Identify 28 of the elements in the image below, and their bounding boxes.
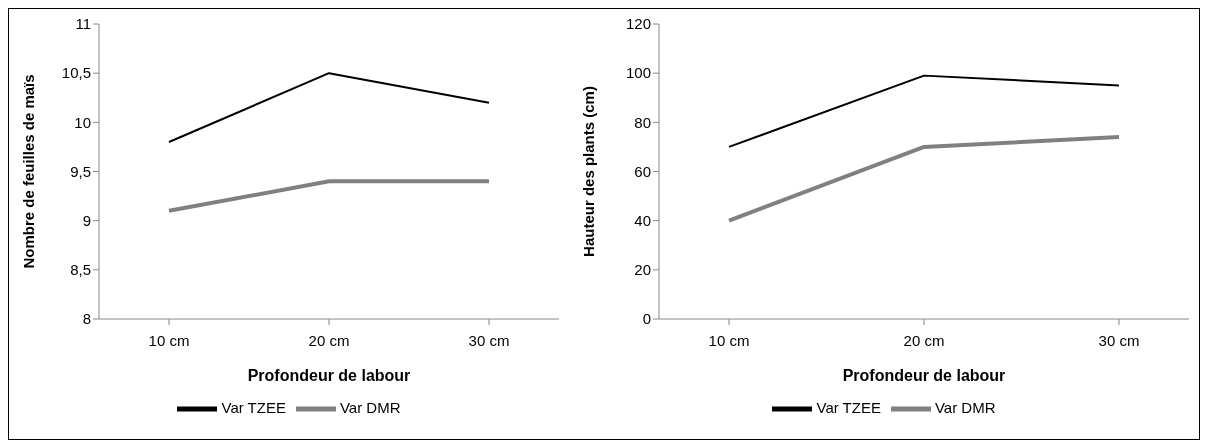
y-tick-label: 120 (625, 15, 651, 33)
x-axis-title: Profondeur de labour (842, 367, 1006, 384)
x-tick-label: 30 cm (468, 331, 510, 349)
y-tick-label: 9,5 (70, 162, 91, 180)
y-tick-label: 80 (634, 113, 651, 131)
legend-label: Var TZEE (221, 398, 286, 416)
y-tick-label: 10,5 (61, 64, 91, 82)
x-tick-label: 20 cm (308, 331, 350, 349)
legend-label: Var TZEE (816, 398, 881, 416)
y-tick-label: 10 (74, 113, 91, 131)
y-tick-label: 100 (625, 64, 651, 82)
x-tick-label: 20 cm (903, 331, 945, 349)
y-tick-label: 0 (642, 310, 651, 328)
y-tick-label: 8 (82, 310, 91, 328)
x-tick-label: 10 cm (148, 331, 190, 349)
legend-label: Var DMR (339, 398, 401, 416)
y-tick-label: 9 (82, 211, 91, 229)
y-tick-label: 60 (634, 162, 651, 180)
legend-label: Var DMR (934, 398, 996, 416)
x-tick-label: 10 cm (708, 331, 750, 349)
y-axis-title: Hauteur des plants (cm) (580, 86, 598, 257)
x-axis-title: Profondeur de labour (247, 367, 411, 384)
y-tick-label: 20 (634, 261, 651, 279)
y-tick-label: 11 (75, 15, 91, 33)
y-tick-label: 40 (634, 211, 651, 229)
x-tick-label: 30 cm (1098, 331, 1140, 349)
y-tick-label: 8,5 (70, 261, 91, 279)
y-axis-title: Nombre de feuilles de maïs (20, 74, 38, 269)
